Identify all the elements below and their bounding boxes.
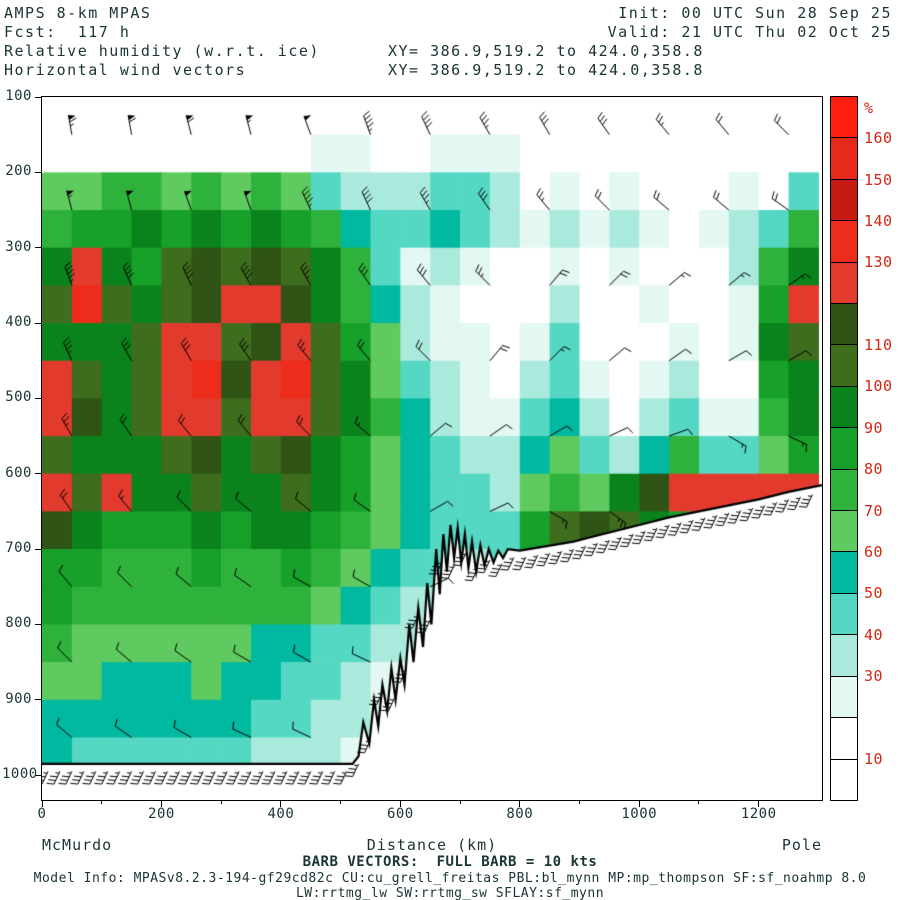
colorbar [830,96,858,801]
valid-time: Valid: 21 UTC Thu 02 Oct 25 [607,23,892,41]
model-title: AMPS 8-km MPAS [4,4,152,22]
x-tick-mark [160,800,162,807]
colorbar-label: 30 [864,666,884,685]
colorbar-label: 80 [864,460,884,479]
colorbar-label: 160 [864,129,893,148]
colorbar-label: 40 [864,625,884,644]
barb-legend-note: BARB VECTORS: FULL BARB = 10 kts [302,854,598,870]
colorbar-segment [831,220,857,262]
y-tick-label: 900 [5,690,32,707]
colorbar-label: 110 [864,336,893,355]
y-tick-mark [35,623,41,625]
y-tick-mark [35,774,41,776]
model-info-line-2: LW:rrtmg_lw SW:rrtmg_sw SFLAY:sf_mynn [295,886,605,900]
colorbar-segment [831,551,857,593]
y-tick-label: 500 [5,389,32,406]
y-tick-mark [35,96,41,98]
init-time: Init: 00 UTC Sun 28 Sep 25 [618,4,892,22]
colorbar-label: 100 [864,377,893,396]
x-tick-label: 1000 [621,806,658,822]
y-tick-mark [35,397,41,399]
colorbar-segment [831,592,857,635]
vector-title: Horizontal wind vectors [4,61,247,79]
cross-section-canvas [42,97,822,800]
xy-range-2: XY= 386.9,519.2 to 424.0,358.8 [388,61,704,79]
x-tick-label: 800 [506,806,534,822]
colorbar-segment [831,178,857,221]
x-tick-label: 600 [386,806,414,822]
y-tick-label: 1000 [2,766,38,783]
y-tick-label: 400 [5,314,32,331]
colorbar-label: 150 [864,170,893,189]
y-tick-mark [35,322,41,324]
y-tick-mark [35,548,41,550]
colorbar-label: 130 [864,253,893,272]
y-tick-label: 700 [5,540,32,557]
y-tick-mark [35,171,41,173]
colorbar-unit: % [864,99,874,117]
x-tick-mark [399,800,401,807]
xy-range-1: XY= 386.9,519.2 to 424.0,358.8 [388,42,704,60]
colorbar-segment [831,261,857,304]
field-title: Relative humidity (w.r.t. ice) [4,42,320,60]
colorbar-segment [831,468,857,511]
x-axis-title: Distance (km) [366,836,498,854]
x-tick-mark [519,800,521,807]
y-tick-mark [35,247,41,249]
colorbar-label: 90 [864,418,884,437]
colorbar-segment [831,758,857,800]
colorbar-segment [831,675,857,718]
right-station-label: Pole [781,836,822,854]
colorbar-label: 70 [864,501,884,520]
colorbar-label: 60 [864,542,884,561]
y-tick-label: 100 [5,88,32,104]
left-station-label: McMurdo [42,836,113,854]
x-tick-mark [638,800,640,807]
x-tick-label: 400 [267,806,295,822]
y-tick-label: 300 [5,238,32,255]
colorbar-segment [831,510,857,552]
x-tick-mark [41,800,43,807]
colorbar-segment [831,427,857,469]
x-minor-tick-mark [101,800,103,804]
x-minor-tick-mark [340,800,342,804]
y-tick-label: 800 [5,615,32,632]
x-minor-tick-mark [698,800,700,804]
colorbar-segment [831,97,857,138]
y-tick-label: 200 [5,163,32,180]
x-tick-mark [758,800,760,807]
colorbar-segment [831,717,857,759]
colorbar-label: 140 [864,212,893,231]
colorbar-segment [831,303,857,345]
x-tick-mark [280,800,282,807]
y-tick-mark [35,473,41,475]
x-tick-label: 200 [148,806,175,822]
colorbar-segment [831,385,857,428]
colorbar-label: 10 [864,749,884,768]
x-minor-tick-mark [459,800,461,804]
x-tick-label: 1200 [740,806,777,822]
x-tick-label: 0 [37,806,47,822]
plot-frame [41,96,823,801]
colorbar-segment [831,137,857,179]
x-minor-tick-mark [579,800,581,804]
y-tick-mark [35,699,41,701]
x-minor-tick-mark [220,800,222,804]
colorbar-label: 50 [864,584,884,603]
forecast-hour: Fcst: 117 h [4,23,131,41]
colorbar-segment [831,634,857,676]
colorbar-segment [831,344,857,386]
model-info-line-1: Model Info: MPASv8.2.3-194-gf29cd82c CU:… [33,871,867,886]
y-tick-label: 600 [5,464,32,481]
